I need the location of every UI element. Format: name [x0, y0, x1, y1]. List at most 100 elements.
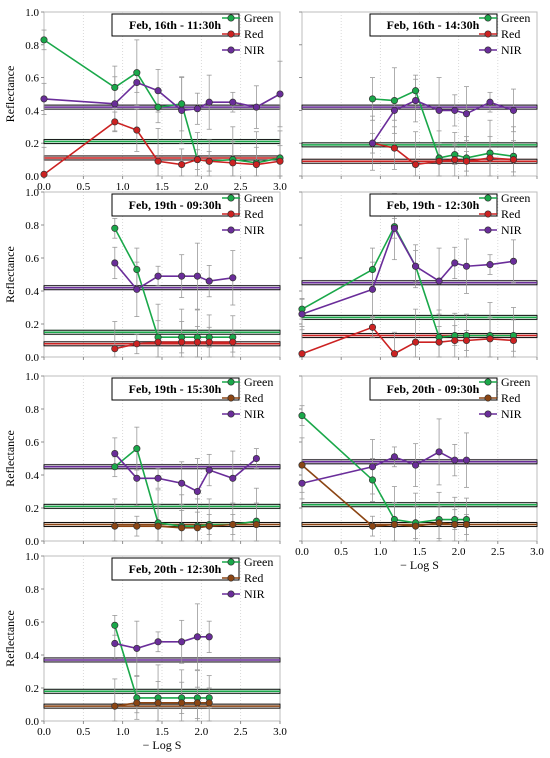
data-point-nir	[451, 106, 459, 114]
legend-swatch-marker	[227, 210, 235, 218]
data-point-nir	[154, 638, 162, 646]
data-point-red	[298, 461, 306, 469]
data-point-green	[154, 103, 162, 111]
legend-entry-red: Red	[501, 391, 520, 405]
data-point-green	[111, 83, 119, 91]
data-point-red	[412, 160, 420, 169]
series-line-nir	[301, 450, 467, 485]
data-point-nir	[509, 106, 518, 114]
title-box	[369, 13, 498, 37]
title-box	[111, 193, 240, 217]
data-point-green	[111, 621, 119, 629]
x-tick-label: 0.0	[295, 546, 309, 558]
y-tick-label: 1.0	[25, 551, 39, 563]
legend-entry-green: Green	[501, 375, 530, 389]
data-point-red	[111, 118, 119, 126]
y-tick-label: 0.6	[25, 617, 39, 629]
y-tick-label: 0.2	[25, 503, 39, 515]
series-line-red	[43, 120, 281, 176]
legend-swatch-marker	[227, 46, 235, 54]
legend-swatch-marker	[484, 194, 492, 202]
legend-entry-nir: NIR	[501, 43, 522, 57]
x-tick-label: 1.5	[155, 726, 169, 738]
data-point-red	[193, 524, 201, 532]
y-tick-label: 0.0	[25, 171, 39, 183]
data-point-red	[451, 336, 459, 345]
data-point-nir	[205, 466, 213, 474]
chart-panel-3: 0.0 0.2 0.4 0.6 0.8 1.0 Reflectance Feb, 19th -…	[3, 187, 281, 364]
series-line-red	[301, 464, 467, 527]
title-box	[111, 13, 240, 37]
x-axis-label: − Log S	[400, 558, 439, 572]
legend-swatch-marker	[484, 30, 492, 38]
chart-title: Feb, 16th - 11:30h	[129, 18, 221, 32]
legend-swatch-marker	[484, 410, 492, 418]
data-point-nir	[435, 277, 443, 285]
legend-swatch-marker	[227, 574, 235, 582]
data-point-nir	[40, 95, 48, 103]
data-point-green	[178, 100, 186, 108]
data-point-nir	[462, 110, 471, 118]
data-point-nir	[205, 633, 213, 641]
data-point-red	[154, 338, 162, 346]
y-tick-label: 0.0	[25, 536, 39, 548]
legend-swatch-marker	[227, 378, 235, 386]
data-point-nir	[178, 479, 186, 487]
y-tick-label: 1.0	[25, 371, 39, 383]
data-point-red	[154, 157, 162, 165]
legend-swatch-marker	[227, 590, 235, 598]
legend-swatch-marker	[227, 410, 235, 418]
x-tick-label: 2.0	[452, 546, 466, 558]
data-point-red	[133, 126, 141, 134]
y-axis-label: Reflectance	[3, 610, 17, 667]
legend-entry-nir: NIR	[501, 407, 522, 421]
data-point-nir	[133, 474, 141, 482]
data-point-red	[486, 335, 494, 343]
legend-entry-red: Red	[501, 207, 520, 221]
data-point-green	[390, 97, 398, 105]
y-tick-label: 0.4	[25, 286, 39, 298]
data-point-green	[111, 224, 119, 232]
data-point-red	[229, 159, 237, 167]
legend-entry-green: Green	[244, 555, 273, 569]
data-point-red	[435, 157, 443, 165]
y-tick-label: 0.4	[25, 650, 39, 662]
data-point-red	[111, 702, 119, 710]
series-line-red	[301, 326, 514, 355]
data-point-red	[412, 522, 420, 530]
data-point-nir	[435, 106, 443, 114]
chart-title: Feb, 19th - 09:30h	[129, 198, 222, 212]
data-point-red	[205, 699, 213, 707]
title-box	[111, 377, 240, 401]
data-point-green	[368, 265, 377, 274]
data-point-nir	[178, 106, 186, 114]
data-point-green	[133, 445, 141, 453]
chart-title: Feb, 19th - 15:30h	[129, 382, 222, 396]
data-point-red	[390, 520, 398, 529]
x-tick-label: 2.5	[234, 181, 248, 193]
data-point-nir	[133, 78, 141, 87]
chart-panel-5: 0.0 0.2 0.4 0.6 0.8 1.0 Reflectance Feb, 19th -…	[3, 371, 281, 548]
data-point-red	[435, 338, 443, 346]
x-tick-label: 0.5	[334, 546, 348, 558]
data-point-green	[133, 265, 141, 274]
x-tick-label: 2.0	[194, 726, 208, 738]
data-point-red	[133, 699, 141, 707]
data-point-red	[178, 160, 186, 169]
data-point-red	[133, 340, 141, 348]
chart-title: Feb, 16th - 14:30h	[387, 18, 480, 32]
data-point-nir	[412, 461, 420, 469]
x-tick-label: 3.0	[530, 546, 544, 558]
legend-entry-red: Red	[244, 207, 263, 221]
legend-swatch-marker	[484, 14, 492, 22]
data-point-red	[133, 522, 141, 530]
legend-entry-green: Green	[501, 11, 530, 25]
y-tick-label: 1.0	[25, 7, 39, 19]
data-point-nir	[486, 98, 494, 106]
chart-panel-2: Feb, 16th - 14:30h Green Red NIR	[299, 11, 538, 179]
data-point-nir	[435, 448, 443, 456]
data-point-red	[205, 338, 213, 346]
legend-swatch-marker	[484, 210, 492, 218]
title-box	[111, 557, 240, 581]
x-tick-label: 2.5	[234, 726, 248, 738]
